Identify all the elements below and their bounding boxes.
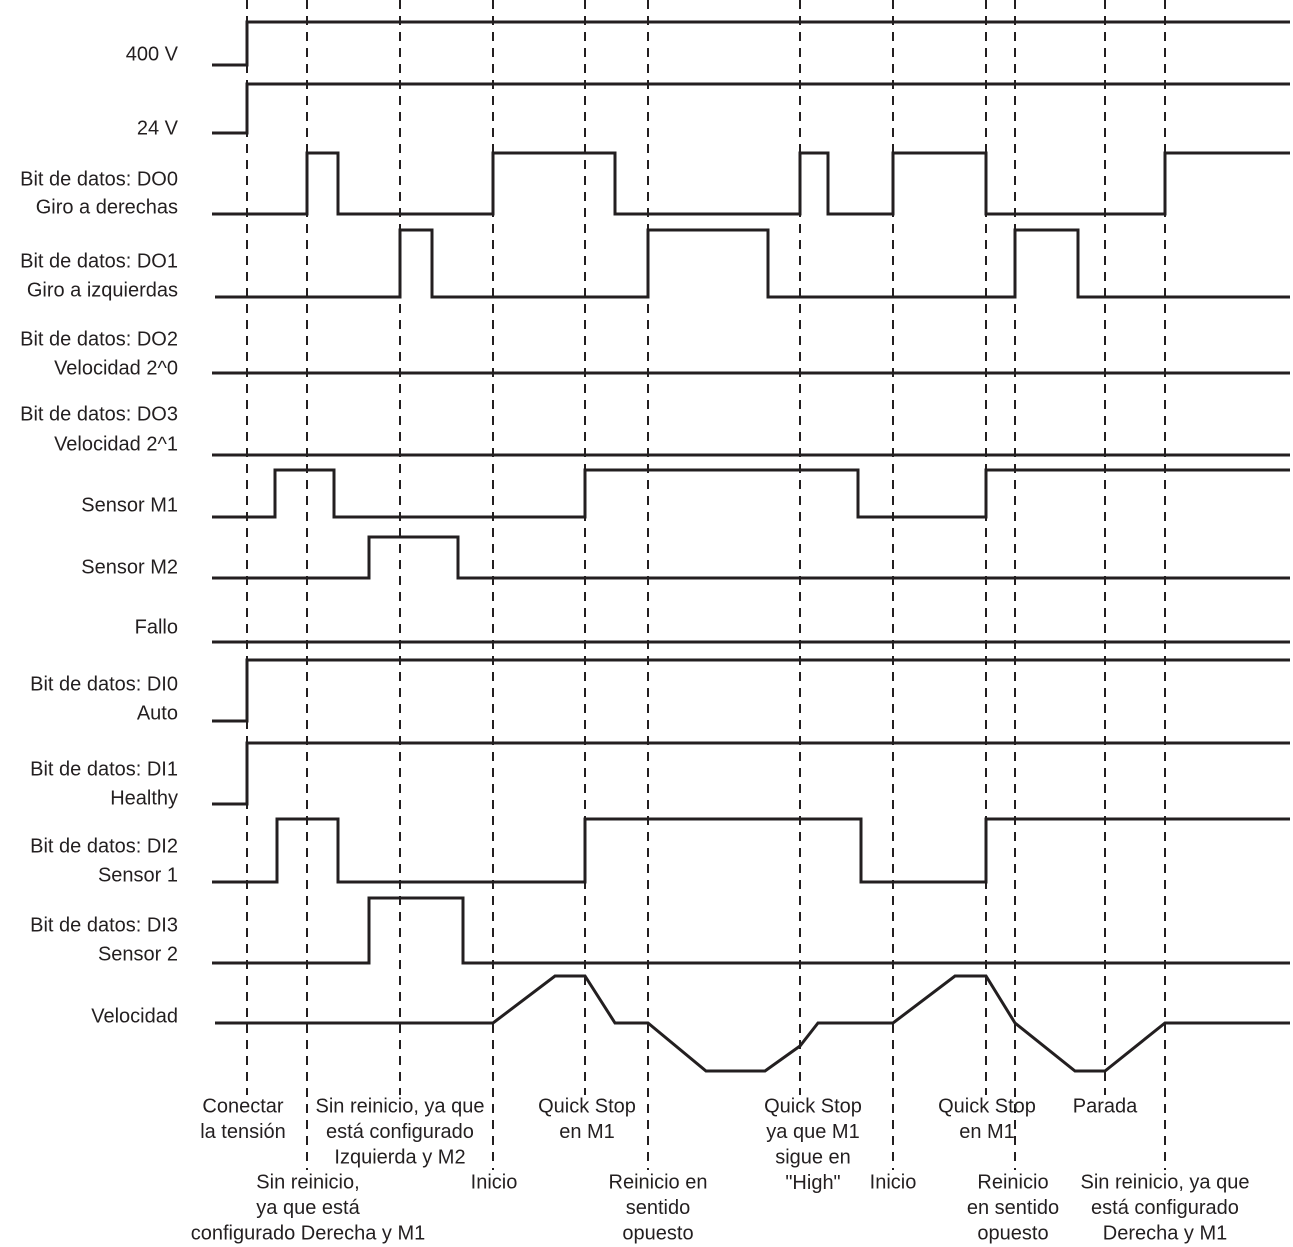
waveform xyxy=(212,20,1290,67)
dashed-markers xyxy=(246,0,1166,1170)
event-label: ya que está xyxy=(256,1197,360,1219)
signal-label: Velocidad 2^1 xyxy=(54,433,178,455)
signal-label: Bit de datos: DO2 xyxy=(20,328,178,350)
waveform xyxy=(212,468,1290,519)
waveform xyxy=(212,535,1290,580)
waveform xyxy=(212,658,1290,723)
event-label: opuesto xyxy=(622,1222,693,1244)
waveforms xyxy=(212,20,1290,1073)
waveform xyxy=(215,228,1290,299)
event-label: Inicio xyxy=(471,1171,518,1193)
signal-label: Velocidad xyxy=(91,1005,178,1027)
event-label: la tensión xyxy=(200,1121,286,1143)
signal-label: 400 V xyxy=(126,43,179,65)
event-label: Quick Stop xyxy=(538,1095,636,1117)
event-label: Reinicio en xyxy=(609,1171,708,1193)
event-label: está configurado xyxy=(1091,1197,1239,1219)
signal-label: Bit de datos: DI0 xyxy=(30,673,178,695)
waveform xyxy=(212,82,1290,135)
event-label: configurado Derecha y M1 xyxy=(191,1222,426,1244)
signal-label: Auto xyxy=(137,702,178,724)
waveform xyxy=(212,817,1290,884)
signal-label: Bit de datos: DI3 xyxy=(30,914,178,936)
event-label: Reinicio xyxy=(977,1171,1048,1193)
waveform xyxy=(212,896,1290,965)
signal-label: Bit de datos: DO1 xyxy=(20,250,178,272)
event-label: Sin reinicio, xyxy=(256,1171,359,1193)
signal-label: Bit de datos: DO0 xyxy=(20,168,178,190)
waveform xyxy=(215,974,1290,1073)
event-label: Derecha y M1 xyxy=(1103,1222,1228,1244)
signal-label: Sensor 2 xyxy=(98,943,178,965)
signal-label: Fallo xyxy=(135,616,178,638)
signal-label: Sensor M2 xyxy=(81,556,178,578)
signal-label: Bit de datos: DO3 xyxy=(20,403,178,425)
event-label: Parada xyxy=(1073,1095,1138,1117)
event-label: ya que M1 xyxy=(766,1121,859,1143)
event-label: en sentido xyxy=(967,1197,1059,1219)
event-label: "High" xyxy=(785,1172,840,1194)
event-label: Izquierda y M2 xyxy=(334,1146,465,1168)
event-label: en M1 xyxy=(559,1121,615,1143)
signal-label: Bit de datos: DI1 xyxy=(30,758,178,780)
event-label: opuesto xyxy=(977,1222,1048,1244)
signal-label: Bit de datos: DI2 xyxy=(30,835,178,857)
event-label: Inicio xyxy=(870,1171,917,1193)
event-label: sentido xyxy=(626,1197,691,1219)
signal-label: Giro a derechas xyxy=(36,196,178,218)
signal-label: Sensor M1 xyxy=(81,494,178,516)
signal-label: Sensor 1 xyxy=(98,864,178,886)
event-label: sigue en xyxy=(775,1146,851,1168)
signal-label: Velocidad 2^0 xyxy=(54,357,178,379)
event-label: Conectar xyxy=(202,1095,283,1117)
event-label: está configurado xyxy=(326,1121,474,1143)
signal-label: Healthy xyxy=(110,787,178,809)
event-label: en M1 xyxy=(959,1121,1015,1143)
event-label: Sin reinicio, ya que xyxy=(1081,1171,1250,1193)
event-label: Quick Stop xyxy=(938,1095,1036,1117)
waveform xyxy=(212,741,1290,806)
signal-label: Giro a izquierdas xyxy=(27,279,178,301)
waveform xyxy=(212,151,1290,216)
event-label: Quick Stop xyxy=(764,1095,862,1117)
event-label: Sin reinicio, ya que xyxy=(316,1095,485,1117)
signal-label: 24 V xyxy=(137,117,179,139)
